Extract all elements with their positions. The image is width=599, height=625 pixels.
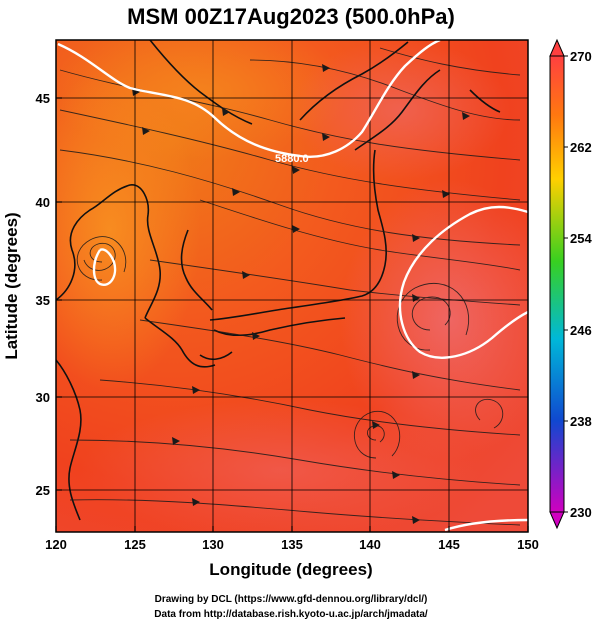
y-tick-label: 45 bbox=[36, 91, 50, 106]
high-region-south bbox=[80, 400, 480, 532]
streamline-arrows bbox=[132, 64, 470, 524]
x-tick-label: 120 bbox=[45, 537, 67, 552]
y-tick-label: 35 bbox=[36, 293, 50, 308]
coastlines bbox=[56, 40, 501, 521]
high-region-north bbox=[290, 40, 510, 180]
y-tick-label: 30 bbox=[36, 390, 50, 405]
contour-label: 5880.0 bbox=[275, 153, 309, 165]
colorbar-label: 254 bbox=[570, 231, 592, 246]
colorbar-label: 238 bbox=[570, 414, 592, 429]
x-tick-label: 145 bbox=[438, 537, 460, 552]
x-tick-label: 135 bbox=[281, 537, 303, 552]
y-axis-label: Latitude (degrees) bbox=[2, 212, 21, 359]
colorbar-bottom-arrow bbox=[549, 511, 565, 530]
x-tick-label: 150 bbox=[517, 537, 539, 552]
x-tick-labels: 120 125 130 135 140 145 150 bbox=[45, 537, 539, 552]
contour-5880 bbox=[57, 40, 528, 532]
colorbar: 270 262 254 246 238 230 bbox=[549, 38, 592, 530]
colorbar-label: 246 bbox=[570, 323, 592, 338]
credit-drawing: Drawing by DCL (https://www.gfd-dennou.o… bbox=[155, 594, 428, 605]
x-tick-label: 130 bbox=[202, 537, 224, 552]
y-tick-label: 25 bbox=[36, 483, 50, 498]
y-tick-labels: 45 40 35 30 25 bbox=[36, 91, 50, 498]
colorbar-label: 270 bbox=[570, 49, 592, 64]
x-tick-label: 125 bbox=[124, 537, 146, 552]
colorbar-label: 262 bbox=[570, 140, 592, 155]
x-axis-label: Longitude (degrees) bbox=[209, 560, 372, 579]
y-tick-label: 40 bbox=[36, 195, 50, 210]
warm-region-north bbox=[56, 40, 350, 160]
colorbar-top-arrow bbox=[549, 38, 565, 57]
high-region-east bbox=[340, 180, 528, 460]
axis-ticks bbox=[55, 97, 529, 532]
gridlines bbox=[56, 40, 528, 532]
credit-data: Data from http://database.rish.kyoto-u.a… bbox=[154, 609, 428, 620]
x-tick-label: 140 bbox=[359, 537, 381, 552]
plot-area: 5880.0 bbox=[56, 40, 528, 532]
figure-title: MSM 00Z17Aug2023 (500.0hPa) bbox=[127, 4, 455, 29]
colorbar-ramp bbox=[549, 55, 565, 513]
colorbar-label: 230 bbox=[570, 505, 592, 520]
